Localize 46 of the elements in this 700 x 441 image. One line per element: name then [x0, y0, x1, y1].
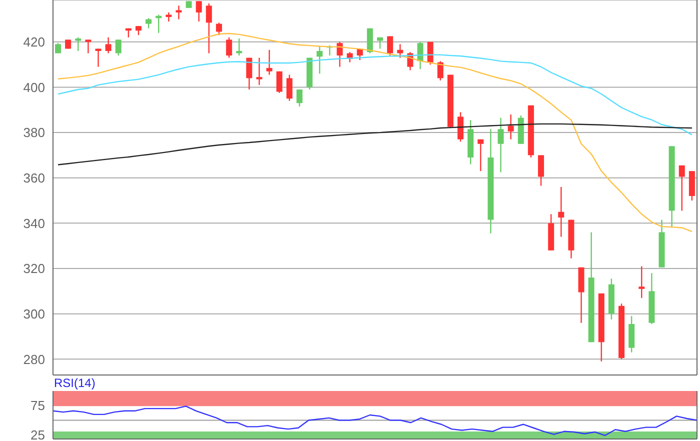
- candlestick: [437, 60, 444, 82]
- candlestick: [286, 74, 292, 102]
- candlestick: [387, 36, 394, 56]
- candlestick: [638, 266, 645, 299]
- candlestick: [628, 315, 635, 353]
- candlestick: [276, 70, 282, 94]
- candlestick: [336, 41, 343, 68]
- candlestick: [196, 0, 202, 22]
- candlestick: [538, 154, 544, 186]
- y-tick-label: 25: [30, 428, 45, 441]
- candlestick: [146, 18, 152, 29]
- candlestick: [216, 22, 222, 36]
- candlestick: [166, 12, 172, 22]
- candlestick: [115, 39, 122, 56]
- line-series: [52, 406, 698, 436]
- candlestick: [316, 46, 323, 74]
- candlestick: [176, 5, 182, 20]
- candlestick: [85, 39, 92, 54]
- candlestick: [296, 88, 302, 108]
- candlestick: [266, 49, 272, 76]
- y-tick-label: 380: [23, 125, 45, 140]
- candlestick: [417, 41, 424, 70]
- candlestick: [136, 25, 142, 36]
- candlestick: [105, 36, 112, 54]
- candlestick: [458, 112, 464, 142]
- candlestick: [226, 36, 232, 58]
- candlestick: [478, 138, 484, 172]
- y-tick-label: 280: [23, 352, 45, 367]
- y-tick-label: 75: [30, 398, 45, 414]
- candlestick: [558, 186, 564, 238]
- y-tick-label: 400: [23, 80, 45, 95]
- candlestick: [256, 57, 262, 86]
- candlestick: [498, 117, 504, 173]
- candlestick: [206, 2, 212, 54]
- candlestick: [508, 114, 514, 140]
- y-tick-label: 340: [23, 216, 45, 231]
- y-tick-label: 320: [23, 261, 45, 276]
- candlestick: [75, 36, 82, 52]
- line-series: [57, 32, 693, 232]
- y-tick-label: 300: [23, 306, 45, 322]
- candlestick: [95, 48, 102, 68]
- y-tick-label: 360: [23, 170, 45, 186]
- candlestick: [246, 57, 252, 90]
- y-tick-label: 420: [23, 34, 45, 50]
- chart-title: RSI(14): [54, 376, 96, 390]
- candlestick: [678, 164, 685, 212]
